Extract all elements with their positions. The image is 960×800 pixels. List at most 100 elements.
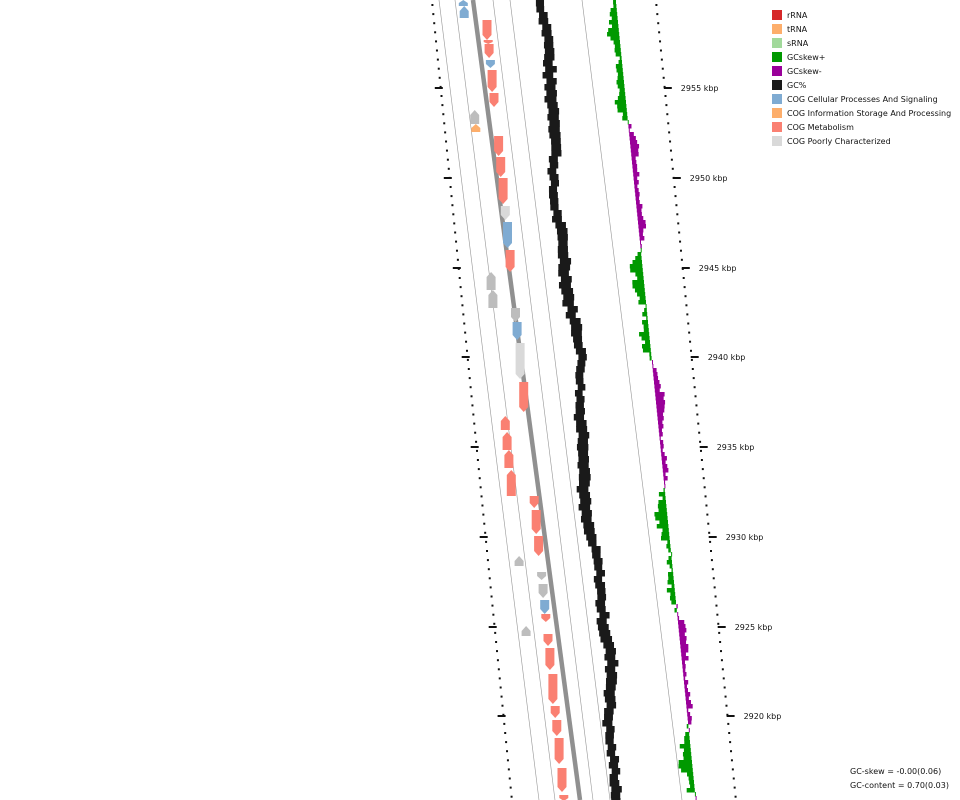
gc-skew-bar-negative [635, 196, 640, 201]
minor-tick [727, 722, 730, 725]
minor-tick [710, 550, 712, 552]
minor-tick [712, 577, 715, 580]
gc-skew-bar-negative [683, 672, 687, 677]
minor-tick [453, 222, 456, 225]
minor-tick [734, 795, 737, 798]
minor-tick [664, 95, 667, 97]
gc-bar [538, 18, 549, 25]
gc-bar [604, 654, 616, 661]
gc-skew-bar-positive [690, 784, 695, 789]
gc-skew-bar-negative [630, 144, 640, 149]
gc-skew-bar-negative [632, 168, 638, 173]
minor-tick [473, 422, 476, 425]
legend-label: GCskew- [787, 66, 822, 76]
gc-bar [592, 552, 601, 559]
gene-arrow [538, 584, 548, 598]
minor-tick [469, 386, 472, 389]
gc-skew-bar-negative [657, 416, 664, 421]
gc-skew-bar-positive [661, 532, 670, 537]
legend-item-gc-percent: GC% [772, 78, 951, 92]
gc-bar [548, 126, 560, 133]
gc-skew-bar-negative [636, 204, 643, 209]
track-guide-line [438, 0, 540, 800]
minor-tick [669, 149, 672, 152]
position-label: 2920 kbp [744, 712, 782, 721]
gc-skew-bar-positive [643, 324, 649, 329]
gc-skew-bar-positive [684, 740, 690, 745]
gc-skew-bar-positive [618, 60, 622, 65]
gc-bar [605, 648, 616, 655]
gc-bar [548, 156, 558, 163]
gc-bar [549, 174, 559, 181]
minor-tick [717, 622, 720, 625]
gc-bar [603, 690, 615, 697]
gc-bar [544, 84, 556, 91]
gc-skew-bar-negative [660, 448, 663, 453]
gc-skew-bar-negative [663, 476, 668, 481]
gc-skew-bar-positive [614, 100, 626, 105]
minor-tick [676, 213, 679, 216]
gc-bar [595, 582, 606, 589]
minor-tick [715, 604, 718, 607]
major-tick [497, 715, 506, 717]
gc-skew-bar-positive [671, 552, 673, 557]
minor-tick [673, 186, 676, 188]
minor-tick [465, 349, 468, 352]
gc-skew-bar-positive [639, 332, 650, 337]
legend-swatch [772, 52, 782, 62]
gc-skew-bar-negative [658, 424, 664, 429]
gc-skew-bar-positive [616, 80, 624, 85]
track-guide-line [492, 0, 594, 800]
gc-bar [557, 246, 568, 253]
minor-tick [680, 258, 683, 261]
minor-tick [433, 22, 436, 25]
position-label: 2955 kbp [681, 84, 719, 93]
gc-skew-bar-positive [682, 752, 692, 757]
gc-skew-bar-negative [681, 656, 689, 661]
gc-skew-bar-positive [666, 544, 671, 549]
gc-skew-bar-negative [631, 156, 636, 161]
minor-tick [724, 695, 727, 698]
minor-tick [711, 568, 714, 571]
minor-tick [719, 641, 722, 643]
minor-tick [723, 686, 726, 689]
minor-tick [667, 122, 670, 125]
gene-arrow [498, 178, 508, 204]
gc-skew-bar-negative [686, 700, 691, 705]
minor-tick [666, 113, 669, 116]
gc-skew-bar-positive [669, 596, 676, 601]
legend-label: COG Information Storage And Processing [787, 108, 952, 118]
gc-skew-bar-negative [695, 796, 697, 800]
gc-bar [551, 150, 562, 157]
minor-tick [685, 304, 688, 307]
gc-bar [602, 720, 613, 727]
minor-tick [682, 277, 685, 279]
minor-tick [477, 468, 480, 471]
gc-bar [581, 510, 592, 517]
minor-tick [668, 131, 671, 134]
minor-tick [689, 349, 692, 352]
gc-skew-bar-negative [632, 160, 637, 165]
gc-skew-bar-negative [688, 728, 690, 733]
track-guide-line [454, 0, 556, 800]
gc-skew-bar-positive [627, 120, 629, 125]
minor-tick [468, 377, 471, 380]
gene-arrow [529, 496, 539, 508]
minor-tick [698, 431, 701, 434]
minor-tick [494, 631, 497, 634]
legend-item-gcskew-neg: GCskew- [772, 64, 951, 78]
gc-skew-bar-negative [685, 696, 689, 701]
gc-skew-bar-negative [687, 712, 691, 717]
gene-arrow [512, 322, 522, 340]
minor-tick [689, 340, 692, 343]
gc-skew-bar-negative [678, 624, 686, 629]
gene-arrow [494, 136, 504, 156]
minor-tick [656, 13, 659, 16]
gc-bar [578, 456, 589, 463]
gc-skew-bar-negative [677, 612, 679, 617]
gc-bar [576, 444, 589, 451]
minor-tick [466, 358, 469, 361]
gc-bar [549, 132, 561, 139]
minor-tick [486, 559, 489, 562]
gc-skew-bar-negative [678, 628, 687, 633]
